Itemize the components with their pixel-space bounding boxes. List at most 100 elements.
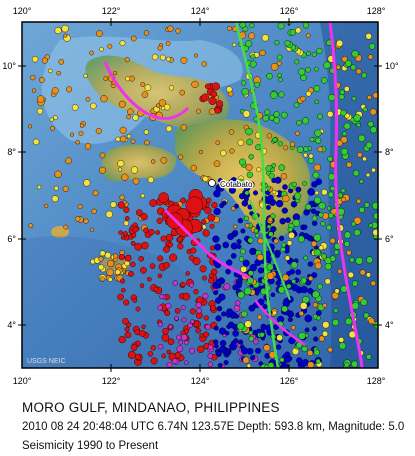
earthquake-dot bbox=[228, 129, 235, 135]
earthquake-dot bbox=[327, 156, 334, 162]
earthquake-dot bbox=[75, 139, 80, 145]
lon-labels-top: 120° 122° 124° 126° 128° bbox=[13, 6, 386, 16]
earthquake-dot bbox=[304, 314, 313, 323]
earthquake-dot bbox=[314, 196, 322, 204]
earthquake-dot bbox=[195, 328, 201, 334]
earthquake-dot bbox=[180, 197, 187, 204]
earthquake-dot bbox=[28, 223, 34, 229]
earthquake-dot bbox=[236, 239, 242, 245]
lon-tick-bottom: 128° bbox=[367, 376, 386, 386]
earthquake-dot bbox=[371, 167, 376, 173]
earthquake-dot bbox=[275, 253, 280, 259]
earthquake-dot bbox=[215, 100, 223, 108]
earthquake-dot bbox=[236, 244, 242, 250]
earthquake-dot bbox=[335, 64, 341, 70]
lat-labels-left: 10° 8° 6° 4° bbox=[2, 61, 16, 330]
earthquake-dot bbox=[208, 344, 214, 350]
earthquake-dot bbox=[115, 136, 121, 142]
earthquake-dot bbox=[220, 149, 227, 157]
earthquake-dot bbox=[119, 40, 126, 47]
earthquake-dot bbox=[311, 290, 320, 299]
earthquake-dot bbox=[340, 188, 346, 193]
earthquake-dot bbox=[213, 160, 221, 167]
earthquake-dot bbox=[259, 49, 266, 57]
earthquake-dot bbox=[41, 57, 48, 64]
earthquake-dot bbox=[343, 86, 350, 92]
earthquake-dot bbox=[279, 217, 286, 225]
earthquake-dot bbox=[295, 131, 300, 136]
earthquake-dot bbox=[127, 108, 134, 116]
earthquake-dot bbox=[366, 256, 373, 264]
earthquake-dot bbox=[160, 105, 166, 111]
earthquake-dot bbox=[281, 305, 289, 313]
earthquake-dot bbox=[130, 261, 136, 268]
earthquake-dot bbox=[237, 178, 244, 185]
earthquake-dot bbox=[320, 221, 326, 227]
earthquake-dot bbox=[356, 122, 361, 128]
earthquake-dot bbox=[51, 87, 59, 95]
earthquake-dot bbox=[125, 76, 131, 82]
earthquake-dot bbox=[277, 286, 286, 294]
earthquake-dot bbox=[218, 185, 225, 192]
earthquake-dot bbox=[315, 137, 322, 144]
earthquake-dot bbox=[277, 141, 283, 147]
earthquake-dot bbox=[160, 235, 167, 242]
earthquake-dot bbox=[193, 53, 198, 58]
earthquake-dot bbox=[54, 27, 62, 35]
earthquake-dot bbox=[112, 70, 118, 76]
earthquake-dot bbox=[232, 42, 237, 47]
earthquake-dot bbox=[245, 40, 253, 48]
earthquake-dot bbox=[164, 310, 171, 317]
earthquake-dot bbox=[193, 289, 199, 295]
earthquake-dot bbox=[226, 86, 233, 93]
earthquake-dot bbox=[366, 354, 372, 360]
earthquake-dot bbox=[66, 86, 73, 93]
earthquake-dot bbox=[49, 117, 54, 122]
epicenter-marker bbox=[208, 179, 216, 187]
earthquake-dot bbox=[291, 325, 296, 330]
earthquake-dot bbox=[128, 270, 134, 277]
earthquake-dot bbox=[280, 246, 286, 253]
earthquake-dot bbox=[346, 249, 352, 256]
earthquake-dot bbox=[238, 158, 246, 166]
earthquake-dot bbox=[274, 40, 280, 46]
earthquake-dot bbox=[165, 233, 174, 242]
earthquake-dot bbox=[150, 357, 158, 365]
earthquake-dot bbox=[305, 67, 311, 73]
earthquake-dot bbox=[132, 177, 140, 185]
map-svg: Cotabato USGS NEIC 120° 122° 124° 126° 1… bbox=[2, 6, 399, 386]
earthquake-dot bbox=[300, 302, 308, 310]
earthquake-dot bbox=[233, 224, 238, 229]
lat-tick-left: 4° bbox=[7, 320, 16, 330]
earthquake-dot bbox=[340, 136, 348, 144]
earthquake-dot bbox=[298, 310, 304, 317]
earthquake-dot bbox=[370, 126, 378, 134]
earthquake-dot bbox=[241, 80, 247, 86]
earthquake-dot bbox=[264, 109, 271, 116]
earthquake-dot bbox=[183, 340, 189, 345]
earthquake-dot bbox=[302, 296, 310, 304]
earthquake-dot bbox=[323, 61, 331, 69]
earthquake-dot bbox=[334, 249, 340, 255]
earthquake-dot bbox=[39, 77, 45, 83]
earthquake-dot bbox=[139, 283, 145, 288]
earthquake-dot bbox=[233, 305, 241, 312]
earthquake-dot bbox=[341, 196, 347, 202]
earthquake-dot bbox=[353, 229, 361, 237]
earthquake-dot bbox=[148, 229, 155, 236]
earthquake-dot bbox=[270, 292, 276, 298]
earthquake-dot bbox=[290, 201, 298, 208]
earthquake-dot bbox=[351, 96, 357, 101]
earthquake-dot bbox=[185, 271, 190, 276]
earthquake-dot bbox=[37, 95, 45, 103]
earthquake-dot bbox=[281, 242, 287, 248]
earthquake-dot bbox=[181, 317, 187, 323]
earthquake-dot bbox=[95, 128, 102, 135]
earthquake-dot bbox=[89, 227, 94, 232]
earthquake-dot bbox=[135, 209, 143, 216]
earthquake-dot bbox=[156, 217, 163, 224]
earthquake-dot bbox=[294, 59, 300, 65]
earthquake-dot bbox=[248, 32, 256, 40]
earthquake-dot bbox=[268, 231, 274, 237]
earthquake-dot bbox=[366, 272, 372, 278]
